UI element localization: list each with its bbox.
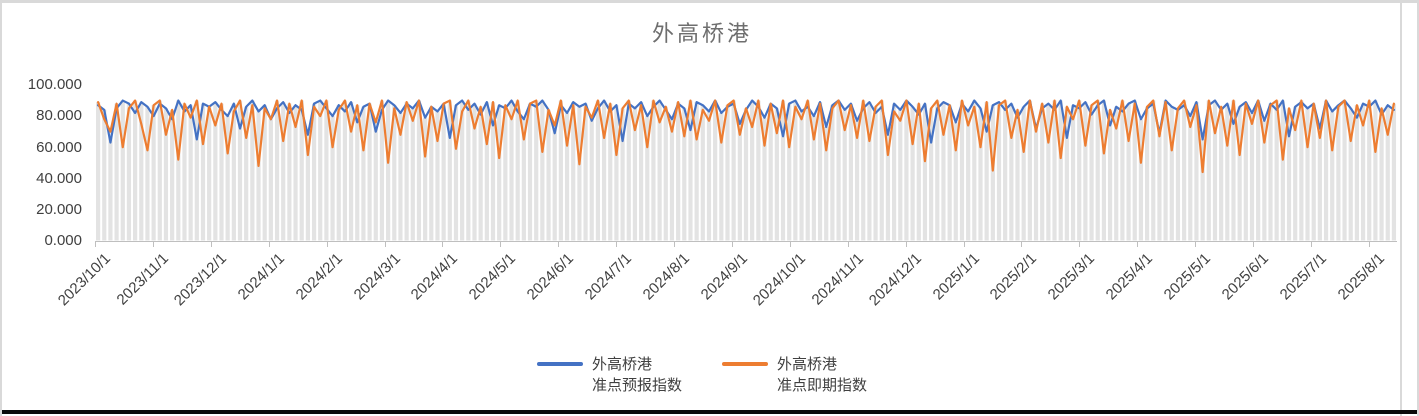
y-axis-label: 100.000: [27, 76, 82, 93]
x-axis-tick: [1137, 241, 1139, 247]
legend-label-line1: 外高桥港: [591, 356, 652, 373]
plot-area: [95, 99, 1397, 241]
legend-item-spot-index: 外高桥港 准点即期指数: [722, 354, 867, 396]
x-axis-label: 2025/6/1: [1218, 250, 1273, 304]
x-axis-tick: [963, 241, 965, 247]
x-axis-label: 2024/7/1: [581, 250, 636, 304]
x-axis-tick: [384, 241, 386, 247]
x-axis-tick: [789, 241, 791, 247]
x-axis-tick: [1310, 241, 1312, 247]
x-axis-label: 2025/2/1: [987, 250, 1041, 304]
x-axis-label: 2024/10/1: [749, 250, 809, 310]
x-axis-label: 2024/12/1: [865, 250, 925, 310]
legend-label-line1: 外高桥港: [777, 356, 838, 373]
window-bottom-bar: [2, 410, 1417, 414]
x-axis-label: 2024/2/1: [292, 250, 346, 304]
legend-item-forecast-index: 外高桥港 准点预报指数: [536, 354, 682, 396]
x-axis-label: 2024/6/1: [523, 250, 578, 304]
chart-object-right-border: [1400, 3, 1402, 416]
x-axis-label: 2025/1/1: [929, 250, 983, 304]
x-axis-label: 2025/3/1: [1045, 250, 1099, 304]
x-axis-tick: [616, 241, 618, 247]
y-axis-label: 80.000: [36, 107, 82, 124]
x-axis-tick: [731, 241, 733, 247]
x-axis-label: 2024/4/1: [408, 250, 462, 304]
x-axis-tick: [674, 241, 675, 247]
x-axis-tick: [847, 241, 849, 247]
x-axis-tick: [95, 241, 96, 247]
orange-line-swatch-icon: [722, 362, 768, 366]
x-axis-tick: [268, 241, 270, 247]
x-axis-label: 2024/9/1: [697, 250, 751, 304]
x-axis-label: 2025/4/1: [1102, 250, 1157, 304]
x-axis-tick: [1195, 241, 1197, 247]
y-axis-label: 20.000: [36, 201, 82, 218]
chart-title: 外高桥港: [651, 21, 752, 46]
x-axis-tick: [442, 241, 444, 247]
x-axis-label: 2025/8/1: [1334, 250, 1388, 304]
blue-line-swatch-icon: [536, 362, 583, 366]
x-axis-tick: [1021, 241, 1023, 247]
x-axis-label: 2024/8/1: [639, 250, 694, 304]
x-axis-tick: [1079, 241, 1081, 247]
x-axis-label: 2024/5/1: [466, 250, 520, 304]
x-axis-tick: [1368, 241, 1370, 247]
x-axis-tick: [1253, 241, 1254, 247]
x-axis-tick: [558, 241, 560, 247]
x-axis-label: 2023/10/1: [54, 250, 115, 310]
x-axis-tick: [326, 241, 328, 247]
y-axis-label: 60.000: [36, 139, 82, 156]
legend-label-line2: 准点预报指数: [591, 377, 682, 394]
x-axis-label: 2023/11/1: [113, 250, 172, 309]
x-axis-label: 2023/12/1: [170, 250, 230, 310]
x-axis-label: 2024/1/1: [234, 250, 288, 304]
x-axis-line: [95, 241, 1397, 242]
y-axis-label: 0.000: [44, 232, 82, 249]
y-axis-label: 40.000: [36, 170, 82, 187]
x-axis-label: 2024/11/1: [808, 250, 867, 309]
x-axis-tick: [500, 241, 502, 247]
chart-legend: 外高桥港 准点预报指数 外高桥港 准点即期指数: [2, 354, 1402, 396]
x-axis-label: 2024/3/1: [350, 250, 404, 304]
x-axis-tick: [210, 241, 212, 247]
x-axis-tick: [905, 241, 907, 247]
x-axis-tick: [152, 241, 154, 247]
legend-label-line2: 准点即期指数: [777, 377, 868, 394]
x-axis-label: 2025/7/1: [1276, 250, 1330, 304]
x-axis-label: 2025/5/1: [1160, 250, 1215, 304]
